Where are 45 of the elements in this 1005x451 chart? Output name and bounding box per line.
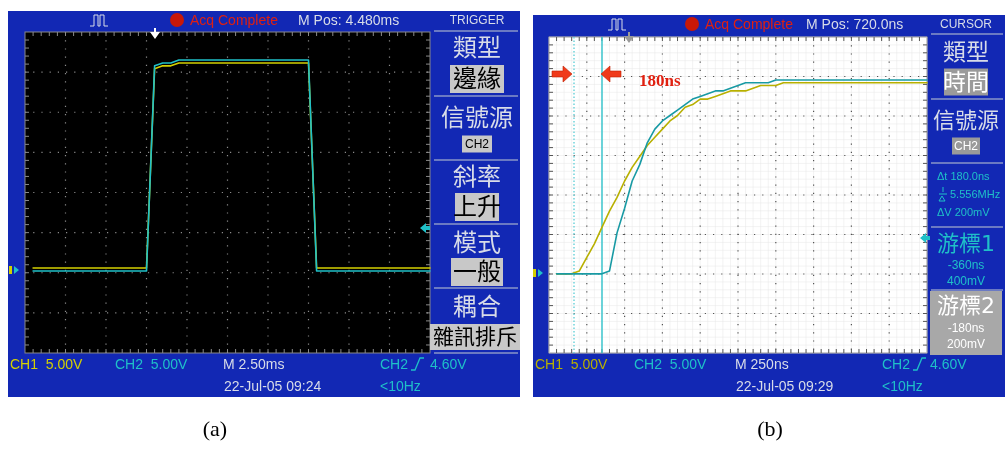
text: (b) — [757, 416, 783, 441]
text: <10Hz — [380, 378, 421, 394]
text: CH2 5.00V — [634, 356, 708, 372]
text: -360ns — [947, 258, 985, 272]
text: 一般 — [453, 258, 501, 286]
text: 5.556MHz — [950, 188, 1001, 200]
text: M Pos: 4.480ms — [298, 12, 400, 28]
text: 耦合 — [453, 293, 501, 321]
text: 邊緣 — [453, 65, 501, 93]
text: CH2 — [953, 139, 979, 153]
text: CH2 5.00V — [115, 356, 189, 372]
text: CH1 5.00V — [10, 356, 84, 372]
text: 游標2 — [937, 292, 995, 318]
text: CH2 — [882, 356, 911, 372]
text: 游標1 — [937, 230, 995, 256]
text: <10Hz — [882, 378, 923, 394]
text: TRIGGER — [449, 13, 505, 27]
text: Acq Complete — [705, 16, 794, 32]
text: 400mV — [946, 274, 986, 288]
text: Δt 180.0ns — [937, 170, 991, 182]
text: 22-Jul-05 09:29 — [736, 378, 834, 394]
text: M Pos: 720.0ns — [806, 16, 904, 32]
text: 信號源 — [441, 104, 513, 132]
text: 信號源 — [932, 107, 1000, 133]
text: 類型 — [453, 34, 501, 62]
text: CH2 — [464, 137, 490, 151]
text: 雜訊排斥 — [433, 325, 517, 349]
text: CH1 5.00V — [535, 356, 609, 372]
text: (a) — [202, 416, 228, 441]
text: M 2.50ms — [223, 356, 285, 372]
text: -180ns — [947, 321, 985, 335]
text: ΔV 200mV — [937, 206, 991, 218]
text: 模式 — [453, 229, 501, 257]
text: M 250ns — [735, 356, 789, 372]
text: CH2 — [380, 356, 409, 372]
annotation: 180ns — [639, 70, 681, 90]
text: 200mV — [946, 337, 986, 351]
text: CURSOR — [939, 17, 993, 31]
text: 時間 — [943, 69, 989, 95]
text: 4.60V — [930, 356, 968, 372]
text: 斜率 — [453, 163, 501, 191]
text: 類型 — [943, 39, 989, 65]
text: Acq Complete — [190, 12, 279, 28]
text: 22-Jul-05 09:24 — [224, 378, 322, 394]
text: 4.60V — [430, 356, 468, 372]
